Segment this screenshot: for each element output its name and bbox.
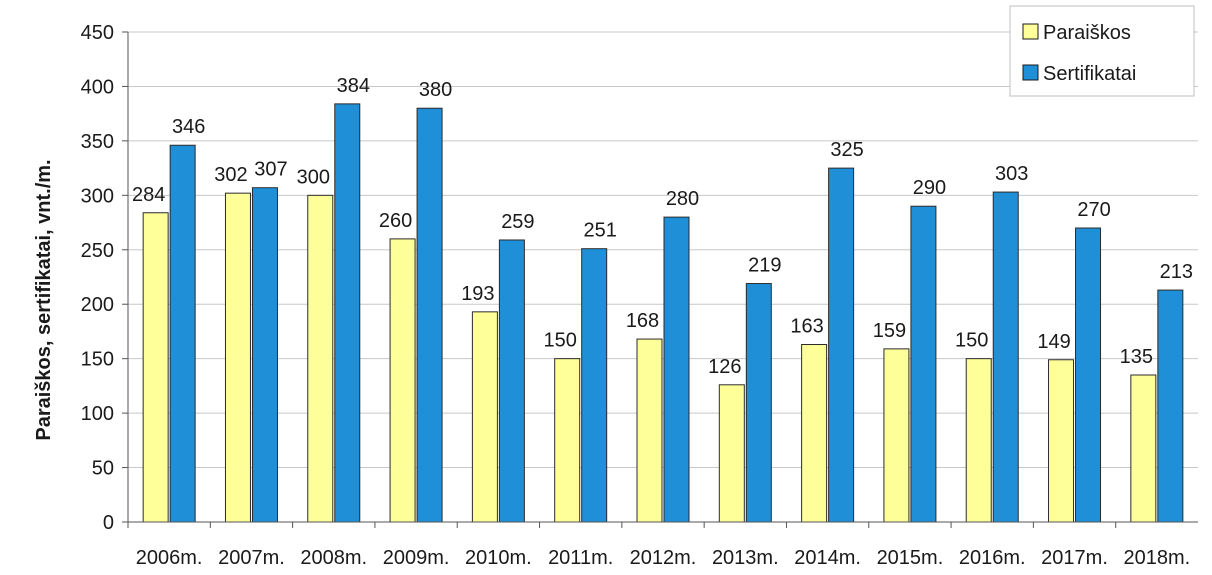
bar-paraiskos <box>1130 374 1157 523</box>
data-label-sertifikatai: 380 <box>419 79 452 101</box>
bar-sertifikatai <box>910 205 937 523</box>
data-label-paraiskos: 260 <box>379 210 412 232</box>
bar-paraiskos <box>718 384 745 523</box>
data-label-paraiskos: 163 <box>790 316 823 338</box>
x-tick-label: 2014m. <box>794 547 861 569</box>
x-tick-label: 2008m. <box>300 547 367 569</box>
bar-sertifikatai <box>334 103 361 523</box>
bar-paraiskos <box>965 358 992 523</box>
data-label-sertifikatai: 213 <box>1160 261 1193 283</box>
data-label-paraiskos: 150 <box>955 330 988 352</box>
x-tick-label: 2013m. <box>712 547 779 569</box>
x-tick-label: 2010m. <box>465 547 532 569</box>
data-label-paraiskos: 168 <box>626 310 659 332</box>
data-label-sertifikatai: 325 <box>830 139 863 161</box>
bar-paraiskos <box>554 358 581 523</box>
bar-paraiskos <box>471 311 498 523</box>
x-tick-label: 2017m. <box>1041 547 1108 569</box>
data-label-paraiskos: 302 <box>214 164 247 186</box>
x-tick-label: 2018m. <box>1123 547 1190 569</box>
data-label-sertifikatai: 307 <box>254 159 287 181</box>
y-axis-title: Paraiškos, sertifikatai, vnt./m. <box>33 159 55 440</box>
bar-sertifikatai <box>992 191 1019 523</box>
y-tick-label: 350 <box>81 131 114 153</box>
bar-sertifikatai <box>1075 227 1102 523</box>
data-label-paraiskos: 135 <box>1120 346 1153 368</box>
bar-sertifikatai <box>1157 289 1184 523</box>
data-label-sertifikatai: 259 <box>501 211 534 233</box>
axes: 0 50 100 150 200 250 300 350 400 450 2006m. 2007m. 2… <box>81 22 1198 569</box>
bar-sertifikatai <box>581 248 608 523</box>
data-label-paraiskos: 150 <box>544 330 577 352</box>
data-label-paraiskos: 193 <box>461 283 494 305</box>
legend-frame <box>1009 5 1195 97</box>
x-tick-label: 2009m. <box>383 547 450 569</box>
bar-sertifikatai <box>745 283 772 523</box>
bar-paraiskos <box>636 338 663 523</box>
bar-sertifikatai <box>251 187 278 523</box>
x-tick-label: 2016m. <box>959 547 1026 569</box>
y-tick-label: 200 <box>81 294 114 316</box>
x-tick-label: 2006m. <box>136 547 203 569</box>
legend: Paraiškos Sertifikatai <box>1009 5 1195 97</box>
data-label-sertifikatai: 219 <box>748 255 781 277</box>
data-label-paraiskos: 300 <box>297 166 330 188</box>
data-label-sertifikatai: 303 <box>995 163 1028 185</box>
data-label-paraiskos: 284 <box>132 184 165 206</box>
data-label-sertifikatai: 280 <box>666 188 699 210</box>
bar-paraiskos <box>307 194 334 523</box>
data-labels: 284 346 302 307 300 384 260 380 193 259 150 251 168 2… <box>132 75 1193 378</box>
data-label-sertifikatai: 346 <box>172 116 205 138</box>
bar-paraiskos <box>883 348 910 523</box>
x-tick-label: 2011m. <box>548 547 613 569</box>
data-label-sertifikatai: 251 <box>584 220 617 242</box>
legend-label-paraiskos: Paraiškos <box>1043 22 1131 44</box>
y-tick-label: 100 <box>81 403 114 425</box>
x-tick-label: 2012m. <box>630 547 697 569</box>
bar-paraiskos <box>389 238 416 523</box>
bar-paraiskos <box>224 192 251 523</box>
data-label-paraiskos: 126 <box>708 356 741 378</box>
bar-paraiskos <box>801 344 828 523</box>
bar-sertifikatai <box>498 239 525 523</box>
bar-sertifikatai <box>416 107 443 523</box>
data-label-paraiskos: 159 <box>873 320 906 342</box>
data-label-paraiskos: 149 <box>1037 331 1070 353</box>
bar-sertifikatai <box>169 144 196 523</box>
y-tick-label: 450 <box>81 22 114 44</box>
data-label-sertifikatai: 384 <box>337 75 370 97</box>
data-label-sertifikatai: 290 <box>913 177 946 199</box>
data-label-sertifikatai: 270 <box>1077 199 1110 221</box>
y-tick-label: 150 <box>81 349 114 371</box>
bar-paraiskos <box>1048 359 1075 523</box>
x-tick-label: 2015m. <box>877 547 944 569</box>
y-tick-label: 50 <box>92 458 114 480</box>
x-tick-label: 2007m. <box>218 547 285 569</box>
y-tick-label: 0 <box>103 512 114 534</box>
gridlines <box>128 31 1198 469</box>
bar-paraiskos <box>142 212 169 523</box>
y-tick-label: 400 <box>81 76 114 98</box>
bar-sertifikatai <box>663 216 690 523</box>
y-tick-label: 300 <box>81 185 114 207</box>
y-tick-label: 250 <box>81 240 114 262</box>
legend-swatch-sertifikatai <box>1022 64 1039 81</box>
bar-sertifikatai <box>828 167 855 523</box>
legend-swatch-paraiskos <box>1022 23 1039 40</box>
legend-label-sertifikatai: Sertifikatai <box>1043 63 1136 85</box>
bars <box>142 103 1184 523</box>
